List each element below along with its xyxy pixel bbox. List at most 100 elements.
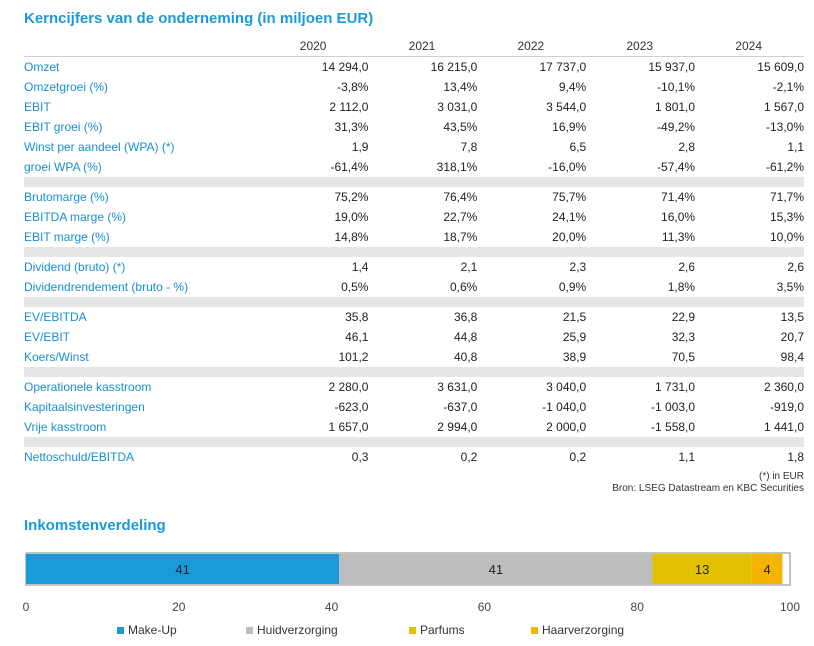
table-row: EV/EBITDA 35,8 36,8 21,5 22,9 13,5 [24, 307, 804, 327]
year-header: 2022 [477, 36, 587, 57]
cell-value: 3,5% [776, 280, 804, 294]
cell-value: 20,7 [780, 330, 804, 344]
cell-value: 15 609,0 [757, 60, 804, 74]
cell-value: -1 003,0 [651, 400, 696, 414]
cell-value: 9,4% [558, 80, 587, 94]
tick-label: 80 [631, 600, 645, 614]
legend-item: Haarverzorging [531, 623, 624, 637]
row-label: EBIT groei (%) [24, 120, 103, 134]
cell-value: 1 441,0 [763, 420, 804, 434]
tick-label: 40 [325, 600, 339, 614]
cell-value: -1 558,0 [651, 420, 696, 434]
cell-value: 2 994,0 [437, 420, 478, 434]
legend-label: Parfums [420, 623, 465, 637]
cell-value: 2,6 [787, 260, 804, 274]
cell-value: 2 280,0 [328, 380, 369, 394]
row-label: Omzet [24, 60, 60, 74]
row-label: Dividendrendement (bruto - %) [24, 279, 189, 294]
table-row: Dividend (bruto) (*) 1,4 2,1 2,3 2,6 2,6 [24, 257, 804, 277]
year-header: 2023 [586, 36, 696, 57]
separator-cell [24, 297, 804, 307]
legend-label: Haarverzorging [542, 623, 625, 637]
cell-value: 1 657,0 [328, 420, 369, 434]
tick-label: 0 [23, 600, 30, 614]
legend-label: Make-Up [128, 623, 177, 637]
cell-value: 1,8 [787, 450, 804, 464]
cell-value: -16,0% [548, 160, 587, 174]
legend-swatch [246, 626, 253, 634]
year-header: 2020 [259, 36, 369, 57]
cell-value: 71,7% [769, 190, 804, 204]
cell-value: 3 631,0 [437, 380, 478, 394]
cell-value: 22,7% [443, 210, 478, 224]
cell-value: 43,5% [443, 120, 478, 134]
cell-value: 44,8 [453, 330, 478, 344]
cell-value: 21,5 [562, 310, 587, 324]
table-row: EBIT marge (%) 14,8% 18,7% 20,0% 11,3% 10,0% [24, 227, 804, 247]
cell-value: 17 737,0 [539, 60, 587, 74]
data-label: 4 [763, 562, 770, 577]
group-separator [24, 247, 804, 257]
group-separator [24, 177, 804, 187]
row-label: Brutomarge (%) [24, 190, 109, 204]
cell-value: 15 937,0 [648, 60, 696, 74]
cell-value: 3 544,0 [546, 100, 587, 114]
cell-value: 20,0% [552, 230, 587, 244]
cell-value: 1,4 [351, 260, 369, 274]
legend-swatch [531, 626, 538, 634]
tick-label: 20 [172, 600, 186, 614]
cell-value: 35,8 [345, 310, 369, 324]
separator-cell [24, 247, 804, 257]
data-label: 41 [175, 562, 189, 577]
cell-value: 2 112,0 [329, 100, 369, 114]
cell-value: 101,2 [338, 350, 369, 364]
cell-value: 7,8 [460, 140, 478, 154]
cell-value: 75,7% [552, 190, 587, 204]
legend-item: Parfums [409, 623, 465, 637]
group-separator [24, 367, 804, 377]
table-row: EBIT groei (%) 31,3% 43,5% 16,9% -49,2% -13,0… [24, 117, 804, 137]
table-row: Omzetgroei (%) -3,8% 13,4% 9,4% -10,1% -2,1% [24, 77, 804, 97]
chart-title: Inkomstenverdeling [24, 517, 166, 534]
cell-value: 1 801,0 [655, 100, 696, 114]
cell-value: -2,1% [772, 80, 804, 94]
cell-value: 40,8 [453, 350, 478, 364]
table-row: Brutomarge (%) 75,2% 76,4% 75,7% 71,4% 71,7% [24, 187, 804, 207]
table-row: EBIT 2 112,0 3 031,0 3 544,0 1 801,0 1 567,0 [24, 97, 804, 117]
separator-cell [24, 437, 804, 447]
row-label: EBITDA marge (%) [24, 210, 127, 224]
table-row: Vrije kasstroom 1 657,0 2 994,0 2 000,0 -1 5… [24, 417, 804, 437]
cell-value: 36,8 [453, 310, 478, 324]
table-row: Dividendrendement (bruto - %) 0,5% 0,6% 0,9… [24, 277, 804, 297]
cell-value: -637,0 [443, 400, 478, 414]
cell-value: -61,2% [765, 160, 804, 174]
table-row: EV/EBIT 46,1 44,8 25,9 32,3 20,7 [24, 327, 804, 347]
separator-cell [24, 367, 804, 377]
row-label: Koers/Winst [24, 350, 89, 364]
cell-value: 46,1 [345, 330, 369, 344]
row-label: EV/EBIT [24, 330, 71, 344]
legend-label: Huidverzorging [257, 623, 338, 637]
cell-value: 1 567,0 [763, 100, 804, 114]
cell-value: 1,8% [667, 280, 696, 294]
cell-value: 6,5 [569, 140, 587, 154]
cell-value: 2,3 [569, 260, 587, 274]
cell-value: 22,9 [671, 310, 696, 324]
cell-value: 1 731,0 [655, 380, 696, 394]
table-row: Koers/Winst 101,2 40,8 38,9 70,5 98,4 [24, 347, 804, 367]
cell-value: 14 294,0 [321, 60, 369, 74]
cell-value: 3 040,0 [546, 380, 587, 394]
currency-note: (*) in EUR [758, 471, 804, 482]
cell-value: 13,4% [443, 80, 478, 94]
table-row: Operationele kasstroom 2 280,0 3 631,0 3 04… [24, 377, 804, 397]
cell-value: 25,9 [562, 330, 587, 344]
table-row: Nettoschuld/EBITDA 0,3 0,2 0,2 1,1 1,8 [24, 447, 804, 467]
cell-value: 13,5 [780, 310, 804, 324]
row-label: EBIT marge (%) [24, 230, 110, 244]
cell-value: 98,4 [780, 350, 804, 364]
cell-value: -919,0 [769, 400, 804, 414]
cell-value: 0,3 [351, 450, 369, 464]
cell-value: 70,5 [671, 350, 696, 364]
bar-segment [26, 554, 340, 584]
